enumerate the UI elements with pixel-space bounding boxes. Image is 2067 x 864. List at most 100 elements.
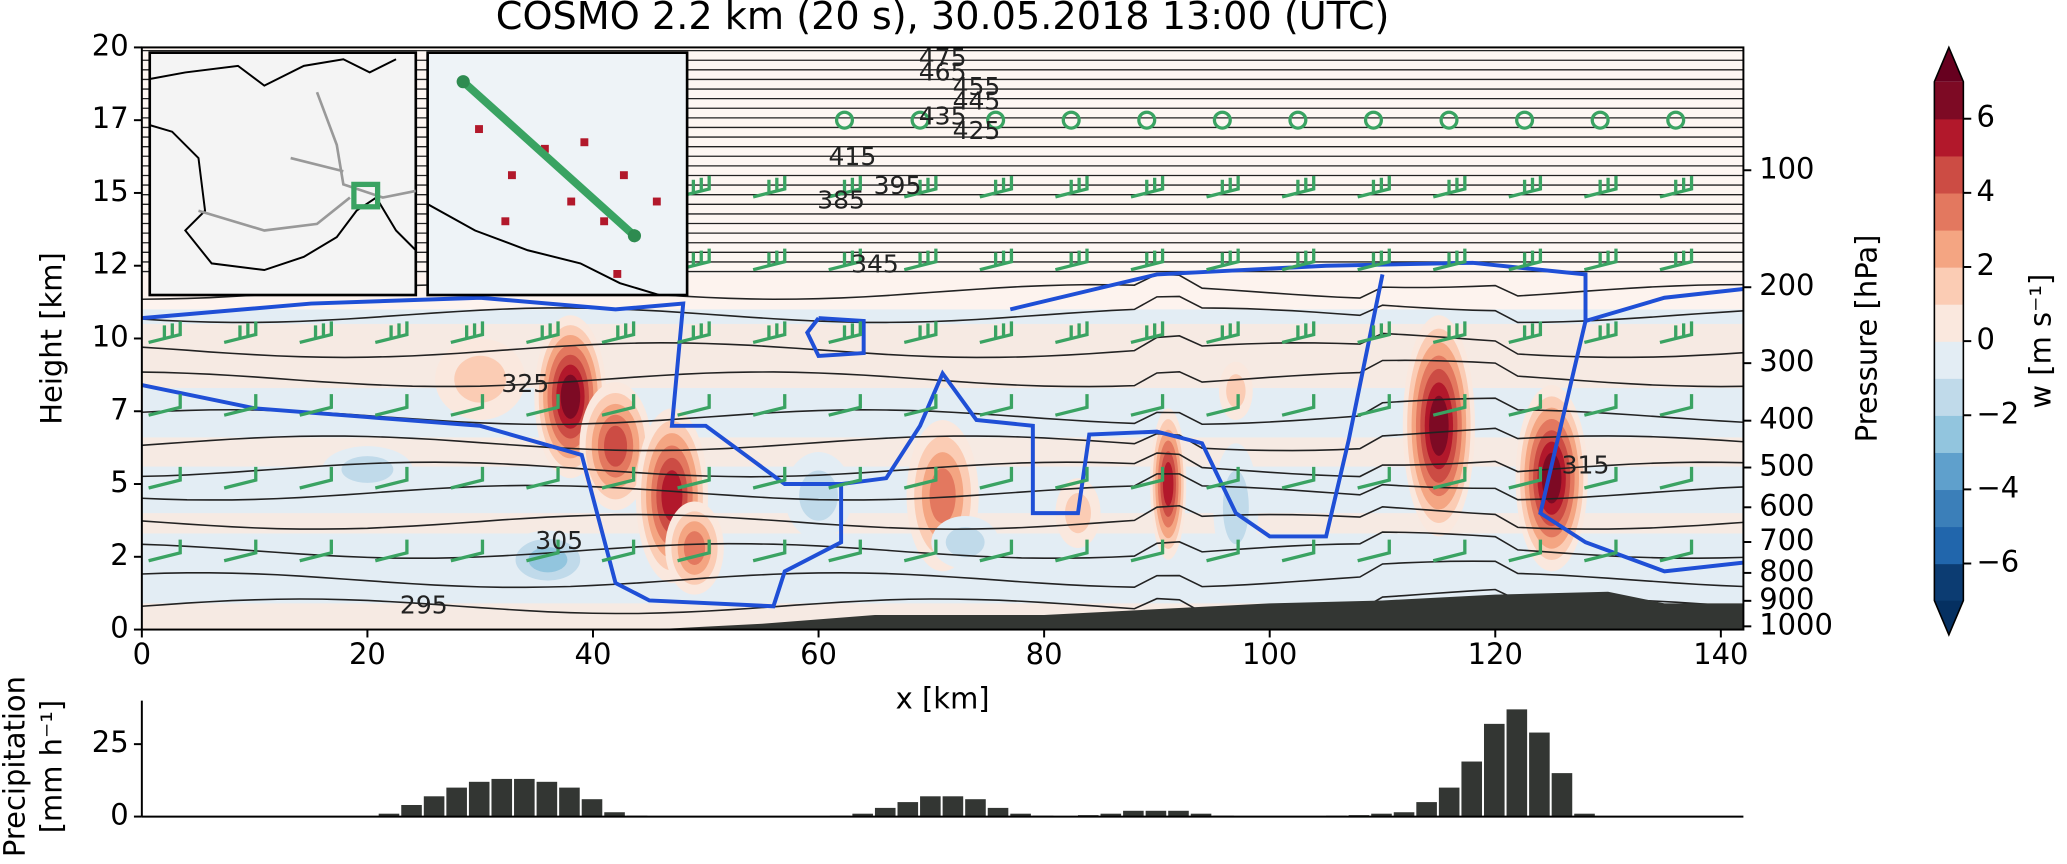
wind-barb	[1054, 466, 1089, 490]
terrain	[649, 591, 1744, 630]
precip-bar	[1416, 802, 1437, 817]
colorbar-tick-label: −6	[1977, 545, 2020, 579]
contour-label: 475	[919, 43, 967, 72]
wind-barb	[223, 321, 258, 345]
contour-label: 395	[874, 171, 922, 200]
precip-bar	[1506, 709, 1528, 817]
wind-barb	[223, 394, 258, 417]
y-tick-label: 17	[92, 101, 129, 135]
w-contour	[341, 456, 394, 483]
wind-barb	[299, 539, 333, 563]
border	[198, 91, 416, 232]
precip-bar	[401, 804, 422, 817]
wind-barb	[1659, 248, 1694, 272]
contour-label: 435	[919, 101, 967, 130]
wind-barb	[1432, 175, 1467, 199]
wind-barb	[450, 321, 485, 345]
wind-barb	[828, 175, 862, 199]
theta-line	[141, 504, 1744, 530]
wind-barb	[677, 466, 711, 490]
wind-barb	[526, 466, 560, 490]
coastline	[427, 203, 660, 296]
colorbar-swatch	[1934, 118, 1964, 157]
precip-bar	[1123, 810, 1144, 817]
wind-barb	[752, 466, 787, 490]
cloud-outline	[1009, 260, 1744, 324]
wind-barb	[1508, 394, 1543, 417]
contour-label: 325	[501, 369, 549, 398]
precip-bar	[1529, 732, 1550, 817]
y2-tick-label: 900	[1759, 582, 1814, 616]
w-contour	[929, 468, 956, 524]
inset-box	[351, 181, 381, 210]
y-tick-label: 25	[92, 725, 129, 759]
cloud-outline	[840, 274, 1385, 539]
x-tick-label: 140	[1693, 637, 1748, 671]
wind-barb	[1659, 466, 1694, 490]
wind-barb	[223, 466, 258, 490]
wind-barb	[1583, 248, 1618, 272]
w-contour	[1429, 395, 1449, 456]
w-contour	[945, 527, 985, 558]
wind-barb	[903, 321, 938, 345]
precip-bar	[1100, 813, 1122, 817]
wind-barb	[526, 321, 560, 345]
precip-bar	[604, 812, 625, 817]
wind-barb	[526, 539, 560, 563]
wind-barb	[1432, 321, 1467, 345]
colorbar-swatch	[1934, 192, 1964, 231]
precip-bar	[536, 781, 558, 817]
wind-barb	[903, 248, 938, 272]
wind-barb	[1357, 321, 1391, 345]
precip-bar	[491, 778, 513, 817]
wind-barb	[1659, 394, 1694, 417]
w-cell	[600, 217, 609, 226]
colorbar-swatch	[1934, 489, 1964, 528]
colorbar-frame	[1933, 45, 1965, 637]
y2-axis-label: Pressure [hPa]	[1850, 235, 1884, 443]
wind-barb	[1281, 466, 1316, 490]
wind-barb	[1583, 175, 1618, 199]
y2-tick-label: 700	[1759, 523, 1814, 557]
wind-barb	[299, 466, 333, 490]
wind-barb	[299, 394, 333, 417]
wind-barb	[1054, 394, 1089, 417]
y2-tick-label: 1000	[1759, 607, 1833, 641]
wind-barb	[1054, 321, 1089, 345]
w-cell	[619, 171, 628, 180]
wind-barb	[1583, 466, 1618, 490]
wind-barb	[752, 539, 787, 563]
wind-barb	[979, 321, 1014, 345]
wind-barb	[1206, 248, 1240, 272]
wind-barb	[374, 394, 409, 417]
w-cell	[475, 125, 483, 134]
wind-barb	[1281, 539, 1316, 563]
wind-barb	[1508, 321, 1543, 345]
wind-barb	[979, 539, 1014, 563]
y-tick-label: 0	[110, 611, 128, 645]
wind-barb	[979, 175, 1014, 199]
wind-barb	[1206, 466, 1240, 490]
wind-barb	[374, 539, 409, 563]
wind-barb	[148, 466, 182, 490]
precip-bar	[965, 799, 986, 817]
section-line	[460, 78, 638, 239]
wind-calm	[1288, 110, 1308, 130]
x-tick-label: 120	[1468, 637, 1523, 671]
wind-barb	[1508, 539, 1543, 563]
wind-barb	[1130, 175, 1165, 199]
wind-barb	[752, 175, 787, 199]
x-tick-label: 40	[575, 637, 612, 671]
section-end	[627, 229, 642, 243]
wind-barb	[148, 394, 182, 417]
theta-line	[141, 531, 1744, 559]
inset-map	[148, 51, 418, 297]
x-tick-label: 20	[349, 637, 386, 671]
colorbar-tick-label: 2	[1977, 248, 1995, 282]
y2-tick-label: 800	[1759, 554, 1814, 588]
wind-barb	[450, 394, 485, 417]
y2-tick-label: 600	[1759, 488, 1814, 522]
precip-bar	[514, 778, 535, 817]
precip-bar	[1190, 813, 1212, 817]
colorbar-swatch	[1934, 81, 1964, 120]
